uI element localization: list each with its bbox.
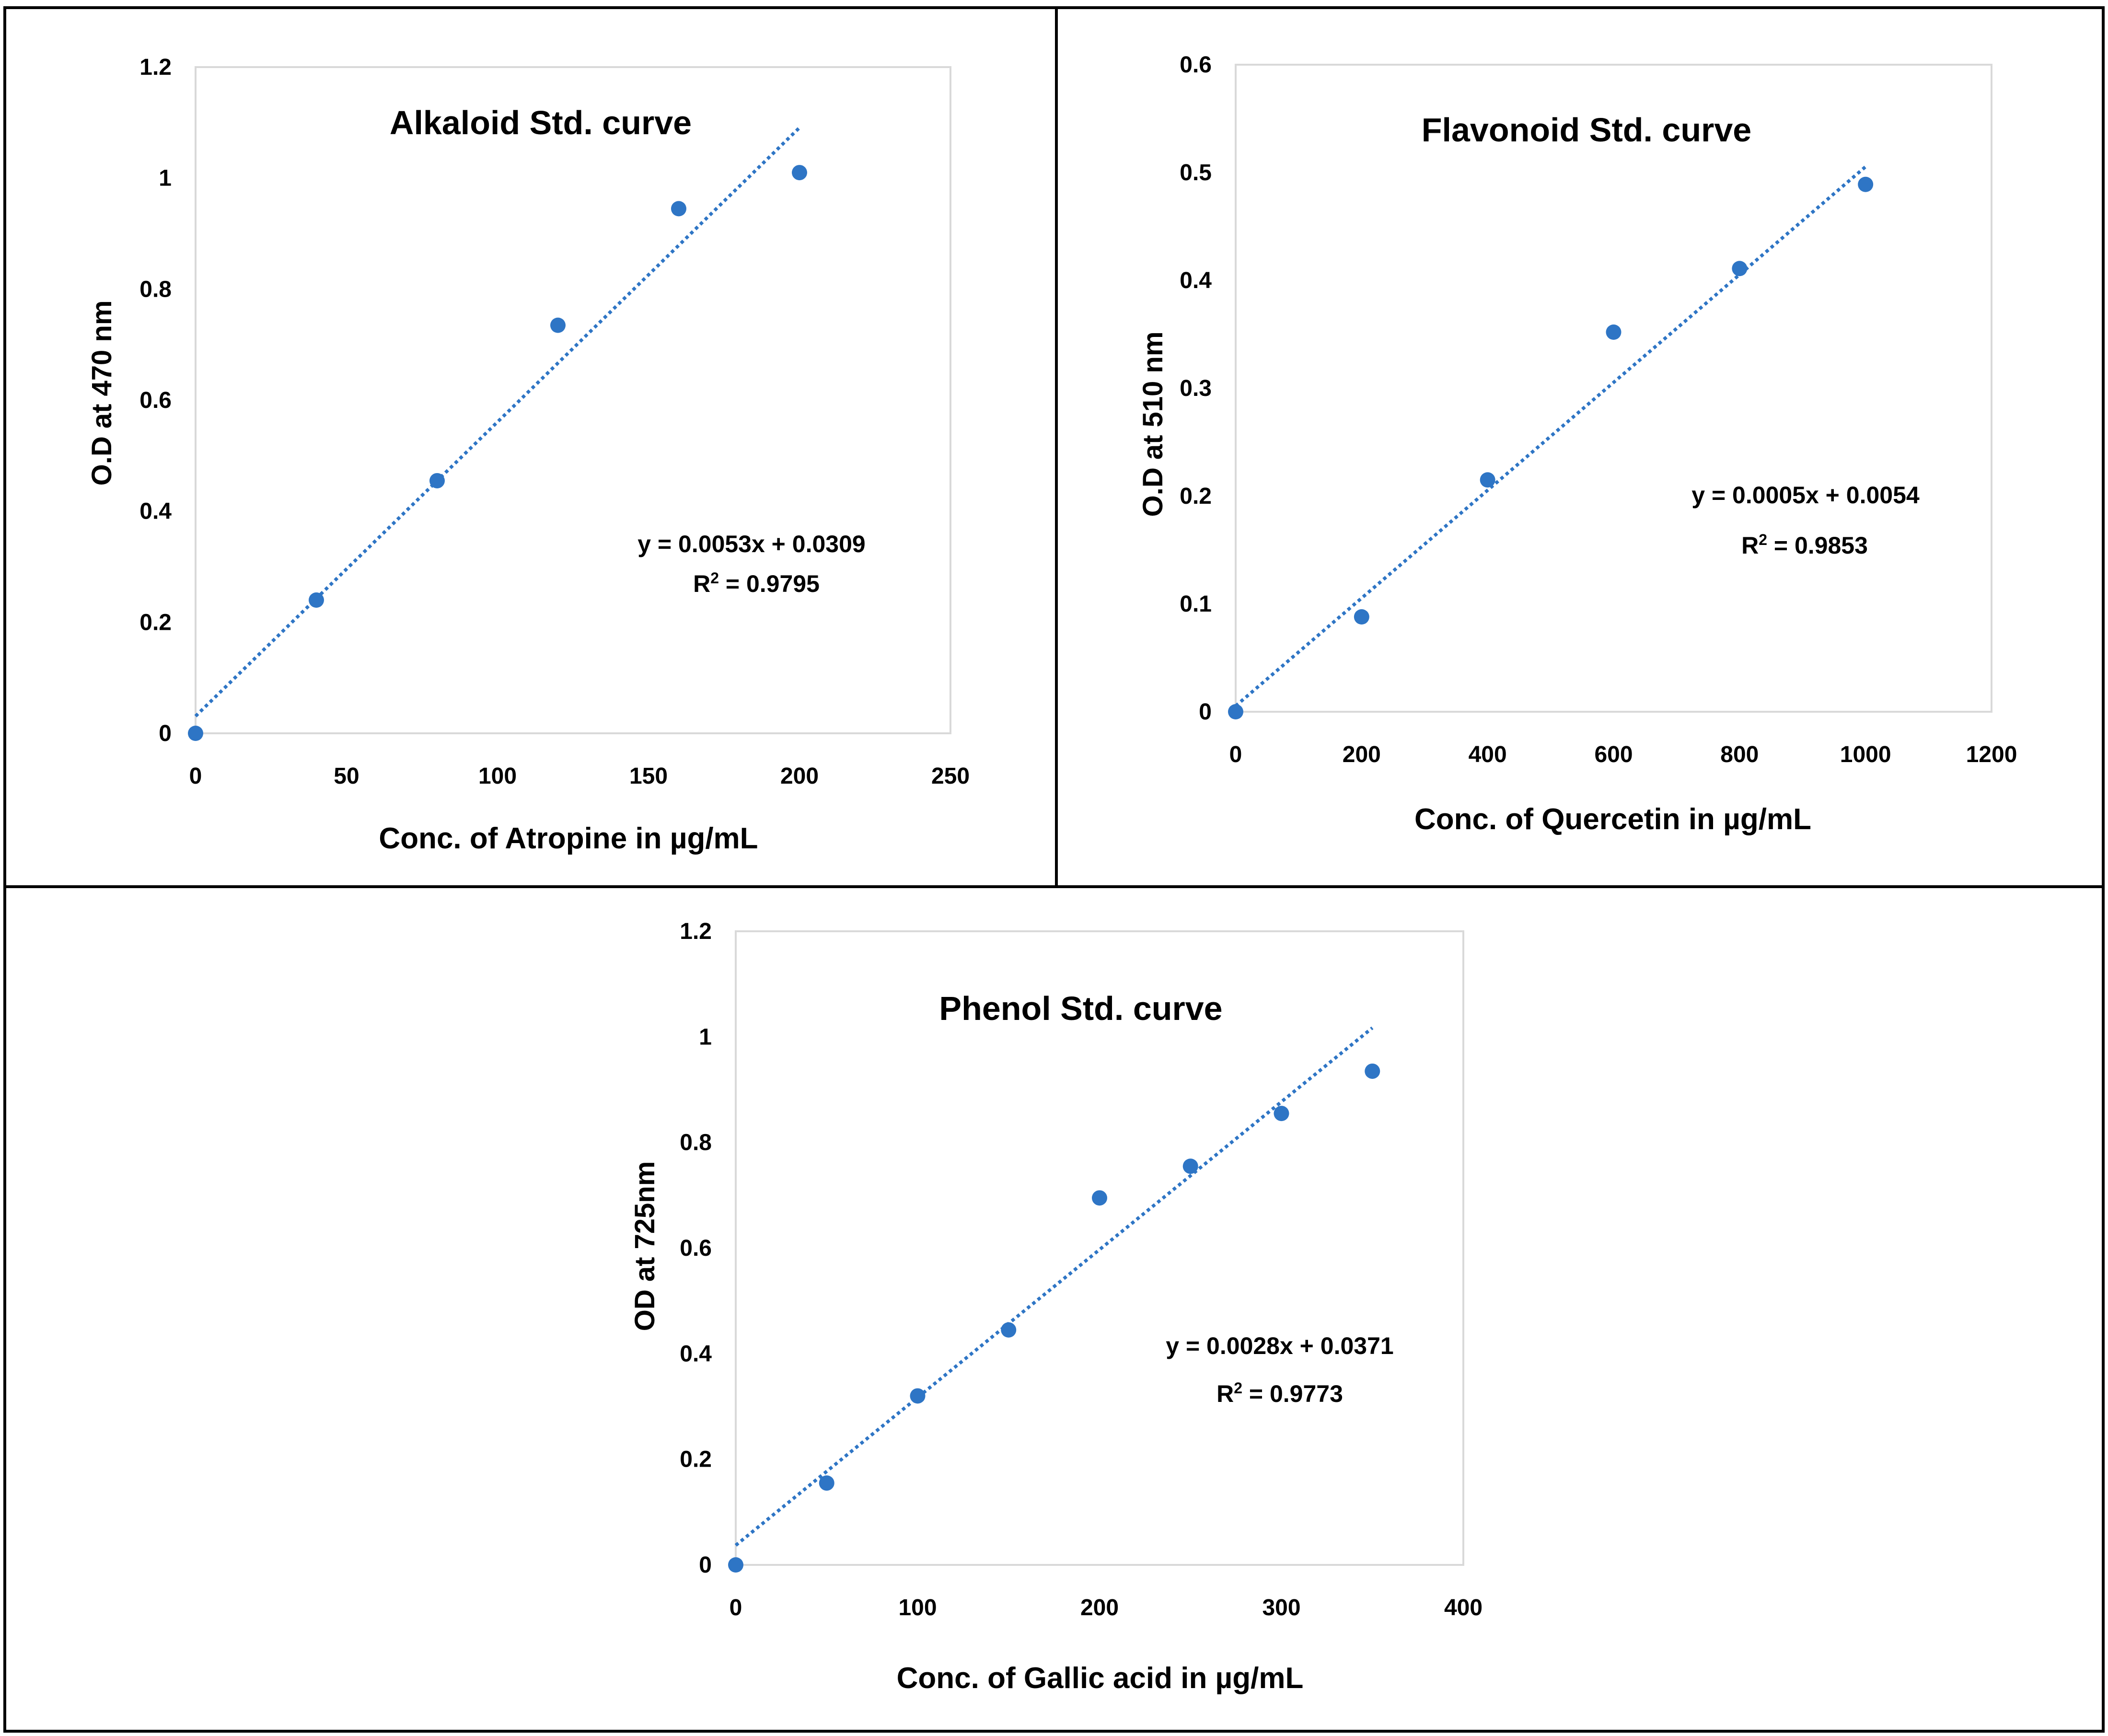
r-squared: R2 = 0.9795 [693,569,820,597]
y-tick-labels: 0 0.2 0.4 0.6 0.8 1 1.2 [680,919,712,1578]
y-tick-label: 0.2 [139,610,172,635]
y-tick-label: 0.1 [1180,591,1212,617]
trendline-equation: y = 0.0005x + 0.0054 [1691,482,1920,509]
y-tick-label: 0.4 [139,499,172,524]
y-tick-label: 1 [159,166,172,191]
y-tick-label: 0.8 [680,1130,712,1156]
x-tick-label: 800 [1720,742,1759,767]
x-tick-label: 100 [478,764,517,789]
y-tick-label: 0.6 [680,1236,712,1261]
y-tick-labels: 0 0.2 0.4 0.6 0.8 1 1.2 [139,55,172,746]
data-point [1365,1063,1380,1079]
data-points [728,1063,1380,1573]
y-tick-label: 0.6 [139,388,172,413]
r-squared: R2 = 0.9773 [1216,1379,1343,1407]
chart-title: Flavonoid Std. curve [1422,111,1751,149]
data-point [1606,324,1622,340]
data-point [1732,261,1748,277]
y-tick-label: 0.4 [680,1341,712,1366]
data-point [728,1557,743,1573]
trendline-equation: y = 0.0028x + 0.0371 [1166,1332,1393,1359]
x-tick-labels: 0 200 400 600 800 1000 1200 [1229,742,2017,767]
y-tick-label: 1.2 [139,55,172,80]
y-tick-label: 1 [699,1024,712,1050]
plot-area [195,66,951,734]
data-point [671,201,686,217]
x-axis-label: Conc. of Quercetin in µg/mL [1414,803,1811,836]
y-tick-label: 0.5 [1180,160,1212,185]
r-squared: R2 = 0.9853 [1741,531,1868,559]
x-tick-labels: 0 50 100 150 200 250 [189,764,970,789]
x-axis-label: Conc. of Atropine in µg/mL [379,822,758,855]
data-point [1001,1322,1017,1338]
data-point [188,726,203,741]
data-point [309,592,324,608]
x-tick-label: 0 [189,764,202,789]
y-tick-labels: 0 0.1 0.2 0.3 0.4 0.5 0.6 [1180,52,1212,725]
data-point [429,473,445,488]
x-tick-label: 400 [1444,1595,1483,1620]
x-tick-label: 300 [1262,1595,1300,1620]
x-tick-label: 1200 [1966,742,2017,767]
data-point [792,165,807,181]
x-tick-label: 150 [629,764,668,789]
x-tick-label: 50 [334,764,359,789]
x-tick-label: 600 [1594,742,1633,767]
x-tick-label: 1000 [1840,742,1891,767]
chart-phenol: 0 0.2 0.4 0.6 0.8 1 1.2 0 100 200 300 400 Phenol S… [629,919,1483,1695]
y-axis-label: O.D at 470 nm [86,301,117,486]
x-tick-label: 250 [931,764,970,789]
trendline [734,1026,1374,1547]
data-point [1274,1106,1289,1122]
x-tick-label: 200 [780,764,819,789]
y-tick-label: 0.6 [1180,52,1212,78]
data-point [1182,1158,1198,1174]
data-point [910,1388,926,1404]
data-point [1858,176,1874,192]
y-tick-label: 0.2 [680,1447,712,1472]
y-tick-label: 1.2 [680,919,712,944]
y-tick-label: 0.3 [1180,376,1212,401]
y-tick-label: 0.8 [139,277,172,302]
x-axis-label: Conc. of Gallic acid in µg/mL [897,1662,1304,1695]
y-tick-label: 0.2 [1180,484,1212,509]
x-tick-label: 200 [1343,742,1381,767]
y-tick-label: 0 [159,721,172,746]
x-tick-label: 400 [1469,742,1507,767]
data-point [1480,472,1495,488]
chart-alkaloid: 0 0.2 0.4 0.6 0.8 1 1.2 0 50 100 150 200 250 Alkalo… [86,55,970,855]
trendline-equation: y = 0.0053x + 0.0309 [637,531,865,557]
x-tick-label: 200 [1080,1595,1119,1620]
plot-area [1235,64,1992,713]
chart-title: Phenol Std. curve [939,990,1222,1027]
y-axis-label: OD at 725nm [629,1161,660,1331]
x-tick-label: 0 [730,1595,742,1620]
data-point [550,317,566,333]
chart-title: Alkaloid Std. curve [390,104,692,141]
y-tick-label: 0 [1199,699,1212,725]
data-point [1092,1190,1107,1206]
data-point [1354,609,1369,625]
x-tick-labels: 0 100 200 300 400 [730,1595,1483,1620]
data-points [188,165,807,741]
x-tick-label: 0 [1229,742,1242,767]
data-point [1228,704,1243,719]
y-axis-label: O.D at 510 nm [1137,332,1169,517]
chart-flavonoid: 0 0.1 0.2 0.3 0.4 0.5 0.6 0 200 400 600 800 1000 120… [1137,52,2017,836]
y-tick-label: 0.4 [1180,268,1212,293]
y-tick-label: 0 [699,1552,712,1578]
data-point [819,1475,834,1491]
data-points [1228,176,1874,719]
x-tick-label: 100 [898,1595,937,1620]
